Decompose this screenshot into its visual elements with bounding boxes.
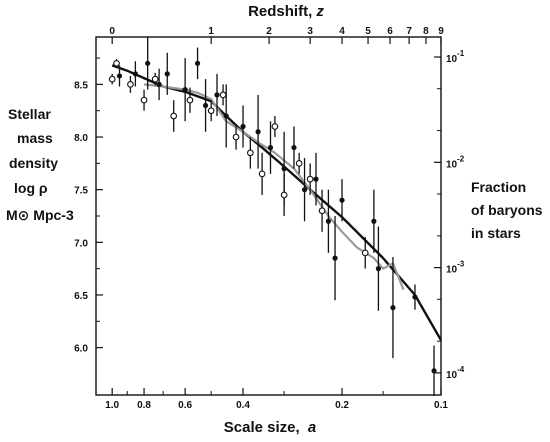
data-point-open — [170, 112, 178, 120]
data-point-open — [247, 149, 254, 157]
right-tick-base: 10 — [446, 370, 458, 381]
data-point-open — [127, 81, 134, 88]
data-point-filled — [390, 305, 396, 311]
right-tick-base: 10 — [446, 54, 458, 65]
data-point-open — [140, 96, 148, 104]
model-curves — [111, 64, 443, 341]
right-axis-label-line-1: Fraction — [471, 179, 526, 195]
x-tick-label: 0.6 — [178, 400, 192, 411]
x-tick-label: 0.4 — [236, 400, 250, 411]
right-tick-exponent: -4 — [457, 365, 465, 374]
data-point-open — [207, 107, 215, 115]
data-point-filled — [375, 266, 382, 272]
axis-ticks: 1.0 0.8 0.6 0.4 0.2 0.1 0 1 2 3 4 5 6 7 8 9 6.0 6.5 7.0 7.5… — [74, 26, 465, 411]
right-tick-label: 10-4 — [446, 365, 465, 381]
data-point-filled — [182, 87, 188, 93]
y-axis-label-line-1: Stellar — [8, 106, 51, 122]
z-tick-label: 8 — [423, 26, 429, 37]
data-point-filled — [281, 166, 287, 172]
z-tick-label: 2 — [266, 26, 272, 37]
x-tick-label: 1.0 — [105, 400, 119, 411]
data-point-filled — [291, 144, 297, 151]
model-curve-black — [111, 64, 443, 341]
data-point-filled — [132, 71, 138, 77]
data-point-filled — [412, 294, 418, 300]
data-point-open — [280, 191, 288, 199]
data-point-open — [306, 175, 314, 183]
right-tick-exponent: -2 — [457, 154, 465, 163]
y-tick-label: 7.0 — [74, 238, 88, 249]
data-point-filled — [325, 218, 332, 224]
data-point-open — [318, 207, 326, 215]
z-tick-label: 5 — [365, 26, 371, 37]
data-point-filled — [223, 113, 229, 119]
z-tick-label: 0 — [109, 26, 115, 37]
data-point-filled — [145, 60, 151, 66]
right-tick-label: 10-3 — [446, 260, 465, 276]
data-point-filled — [116, 73, 123, 79]
right-axis-title: Fraction of baryons in stars — [471, 179, 543, 241]
data-point-open — [295, 160, 303, 167]
data-point-open — [258, 170, 266, 178]
right-axis-label-line-2: of baryons — [471, 202, 543, 218]
data-point-filled — [267, 144, 274, 151]
data-point-open — [113, 59, 120, 67]
x-axis-symbol: a — [308, 419, 316, 436]
data-point-filled — [202, 102, 209, 109]
data-point-filled — [313, 176, 319, 182]
data-point-open — [151, 75, 159, 83]
data-point-filled — [339, 197, 345, 203]
right-tick-label: 10-1 — [446, 49, 465, 65]
data-point-filled — [371, 218, 377, 224]
y-tick-label: 6.5 — [74, 291, 88, 302]
x-tick-label: 0.2 — [335, 400, 349, 411]
data-point-open — [186, 96, 194, 104]
data-point-filled — [194, 60, 201, 66]
plot-frame — [95, 36, 442, 396]
top-axis-label: Redshift, — [248, 3, 312, 20]
right-tick-label: 10-2 — [446, 154, 465, 170]
data-point-filled — [214, 92, 220, 98]
data-point-filled — [431, 368, 437, 374]
z-tick-label: 3 — [307, 26, 313, 37]
z-tick-label: 7 — [406, 26, 412, 37]
x-tick-label: 0.8 — [137, 400, 151, 411]
y-axis-label-line-3: density — [9, 155, 58, 171]
data-point-filled — [255, 129, 261, 135]
z-tick-label: 9 — [438, 26, 444, 37]
data-point-filled — [156, 81, 162, 87]
y-axis-title: Stellar mass density log ρ M⊙ Mpc-3 — [6, 106, 74, 223]
data-point-filled — [164, 71, 170, 77]
right-tick-exponent: -3 — [457, 260, 465, 269]
data-points — [108, 37, 437, 397]
y-tick-label: 7.5 — [74, 186, 88, 197]
data-point-open — [108, 75, 116, 83]
x-tick-label: 0.1 — [434, 400, 448, 411]
data-point-open — [232, 133, 240, 141]
y-axis-label-line-4: log ρ — [14, 180, 48, 196]
top-axis-symbol: z — [315, 3, 324, 20]
right-tick-base: 10 — [446, 159, 458, 170]
data-point-open — [219, 91, 227, 99]
z-tick-label: 6 — [387, 26, 393, 37]
right-tick-base: 10 — [446, 265, 458, 276]
z-tick-label: 4 — [339, 26, 345, 37]
y-axis-label-line-2: mass — [17, 130, 53, 146]
z-tick-label: 1 — [208, 26, 214, 37]
x-axis-title: Scale size, a — [224, 419, 316, 436]
y-tick-label: 8.0 — [74, 133, 88, 144]
data-point-filled — [332, 255, 338, 261]
top-axis-title: Redshift, z — [248, 3, 324, 20]
data-point-open — [361, 249, 369, 257]
data-point-open — [271, 123, 279, 130]
data-point-filled — [240, 123, 246, 130]
y-tick-label: 6.0 — [74, 344, 88, 355]
right-tick-exponent: -1 — [457, 49, 465, 58]
right-axis-label-line-3: in stars — [471, 225, 521, 241]
x-axis-label: Scale size, — [224, 419, 300, 436]
y-tick-label: 8.5 — [74, 80, 88, 91]
y-axis-label-line-5: M⊙ Mpc-3 — [6, 207, 74, 223]
data-point-filled — [301, 187, 308, 193]
